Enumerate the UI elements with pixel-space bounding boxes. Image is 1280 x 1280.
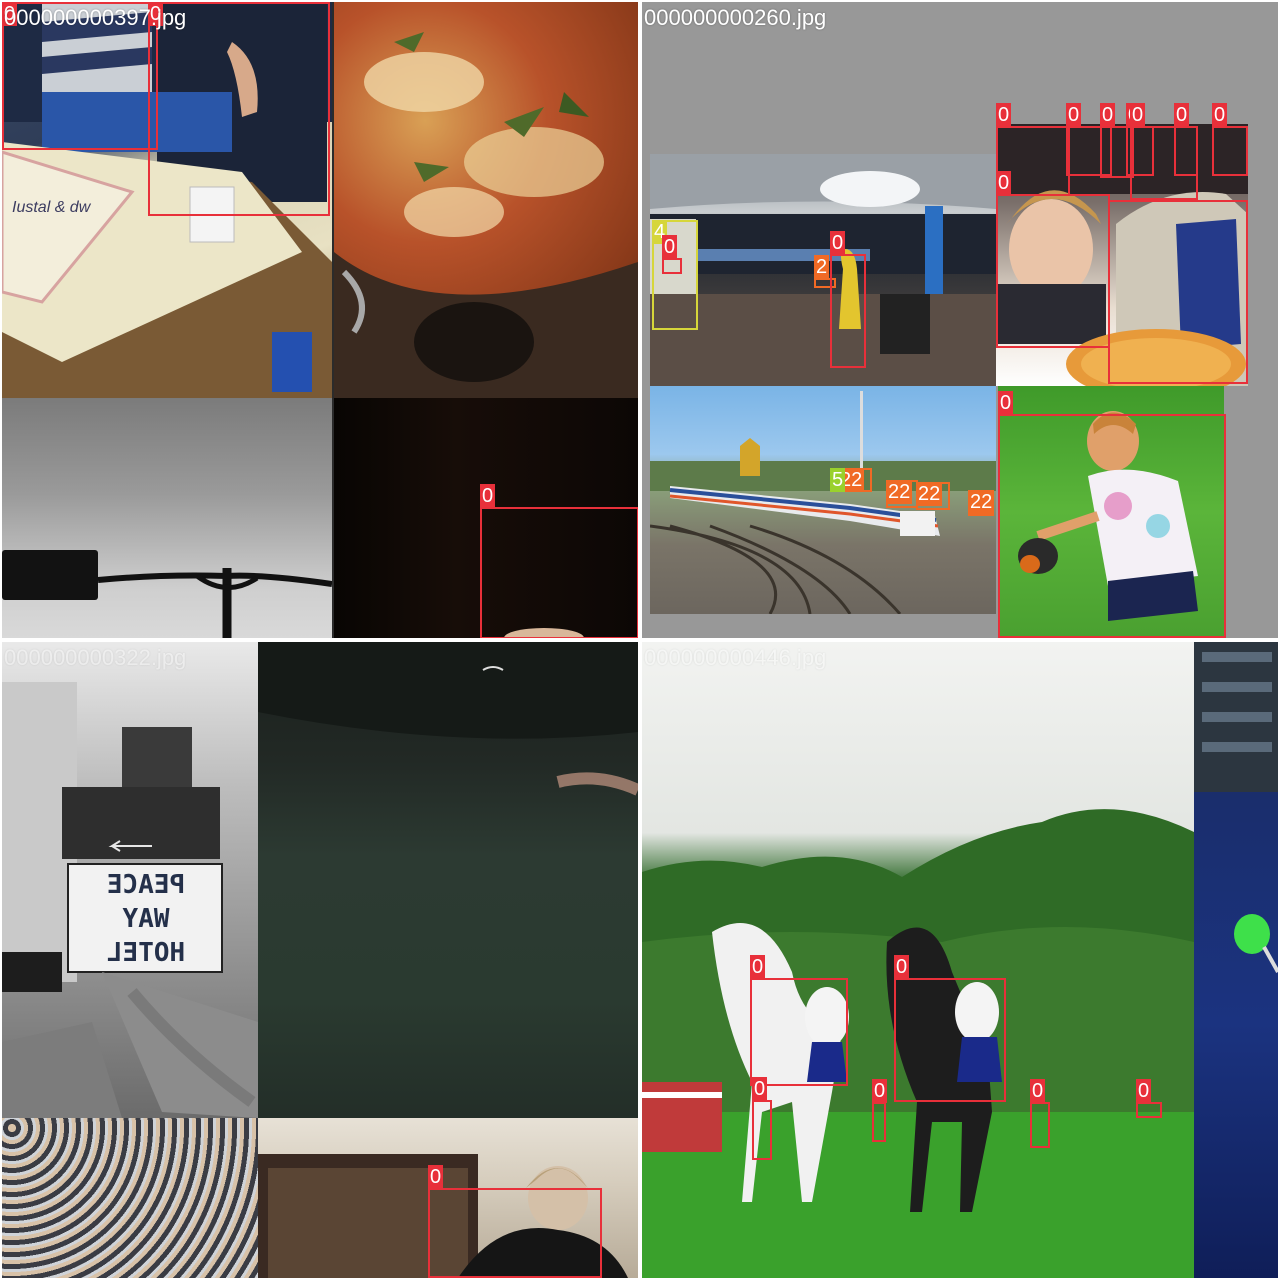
station-scene-drawing <box>650 154 996 386</box>
lawn-photo <box>258 642 638 1118</box>
station-photo <box>650 154 996 386</box>
class-label: 0 <box>750 955 766 979</box>
boy-field-photo <box>998 386 1224 638</box>
mosaic-quadrant-bottom-left: PEACE WAY HOTEL 0 <box>2 642 638 1278</box>
class-label: 0 <box>894 955 910 979</box>
pizza-toppings-drawing <box>334 32 638 398</box>
restaurant-scene-drawing <box>996 124 1248 386</box>
class-label: 5 <box>830 468 846 492</box>
class-label: 0 <box>752 1077 768 1101</box>
class-label: 0 <box>996 171 1012 195</box>
train-detection-box: 5 <box>830 468 846 492</box>
mosaic-quadrant-top-left: Iustal & dw <box>2 2 638 638</box>
horse-show-photo <box>642 642 1194 1278</box>
person-detection-box: 0 <box>998 391 1226 638</box>
hotel-sign-text: PEACE WAY HOTEL <box>72 868 220 970</box>
image-filename: 000000000260.jpg <box>644 5 827 30</box>
blue-room-photo <box>1194 642 1278 1278</box>
class-label: 22 <box>886 480 913 504</box>
image-filename: 000000000446.jpg <box>644 645 827 670</box>
person-detection-box: 0 <box>1066 103 1112 176</box>
cake-photo: Iustal & dw <box>2 2 332 398</box>
class-label: 0 <box>1212 103 1228 127</box>
class-label: 2 <box>814 255 830 279</box>
class-label: 0 <box>1130 103 1146 127</box>
person-detection-box: 0 <box>996 171 1110 348</box>
class-label: 0 <box>428 1165 444 1189</box>
mosaic-quadrant-top-right: 4 0 2 0 0 0 0 0 0 0 0 0 <box>642 2 1278 638</box>
car-detection-box: 22 <box>968 490 995 516</box>
person-detection-box: 0 <box>1212 103 1248 176</box>
image-filename: 000000000397.jpg <box>4 5 187 30</box>
car-detection-box: 22 <box>838 468 872 492</box>
class-label: 0 <box>2 2 18 26</box>
person-detection-box: 0 <box>2 2 158 150</box>
person-detection-box: 0 <box>894 955 1006 1102</box>
person-detection-box: 0 <box>148 2 330 216</box>
person-detection-box: 0 <box>1100 103 1134 178</box>
street-scene-drawing <box>2 682 258 1118</box>
person-detection-box: 0 <box>1136 1079 1162 1118</box>
person-detection-box: 0 <box>750 955 848 1086</box>
person-detection-box: 0 <box>830 231 866 368</box>
class-label: 22 <box>916 482 943 506</box>
dark-photo <box>334 398 638 638</box>
class-label: 0 <box>662 235 678 259</box>
hotel-sign-line: WAY <box>122 904 170 934</box>
dark-scene-drawing <box>504 628 584 638</box>
person-detection-box: 0 <box>752 1077 772 1160</box>
class-label: 0 <box>996 103 1012 127</box>
class-label: 0 <box>830 231 846 255</box>
car-detection-box: 22 <box>916 482 950 510</box>
person-detection-box: 0 <box>428 1165 602 1278</box>
crowd-photo <box>2 1118 258 1278</box>
person-detection-box <box>1108 200 1248 384</box>
car-detection-box: 22 <box>886 480 918 508</box>
boy-scene-drawing <box>1018 411 1198 621</box>
class-label: 0 <box>1174 103 1190 127</box>
class-label: 0 <box>1030 1079 1046 1103</box>
person-detection-box: 0 <box>662 235 682 274</box>
person-detection-box: 0 <box>872 1079 888 1142</box>
restaurant-photo <box>996 124 1248 386</box>
class-label: 0 <box>872 1079 888 1103</box>
lamp-silhouette-drawing <box>2 550 332 638</box>
person-detection-box: 0 <box>480 484 638 638</box>
svg-text:Iustal & dw: Iustal & dw <box>12 199 92 216</box>
horse-scene-drawing <box>642 809 1194 1278</box>
person-detection-box: 0 <box>1174 103 1198 176</box>
cake-scene-drawing: Iustal & dw <box>2 2 332 398</box>
hotel-sign-line: PEACE <box>106 870 186 900</box>
sky-photo <box>2 398 332 638</box>
lawn-scene-drawing <box>258 642 638 796</box>
person-detection-box: 0 <box>1030 1079 1050 1148</box>
class-label: 0 <box>1066 103 1082 127</box>
car-detection-box: 2 <box>814 255 836 288</box>
class-label: 0 <box>480 484 496 508</box>
class-label: 0 <box>148 2 164 26</box>
mosaic-quadrant-bottom-right: 0 0 0 0 0 0 000000000446.jpg <box>642 642 1278 1278</box>
class-label: 0 <box>998 391 1014 415</box>
class-label: 0 <box>1136 1079 1152 1103</box>
class-label: 0 <box>1100 103 1116 127</box>
hotel-sign-line: HOTEL <box>106 938 186 968</box>
image-filename: 000000000322.jpg <box>4 645 187 670</box>
pizza-photo <box>334 2 638 398</box>
class-label: 22 <box>968 490 995 514</box>
street-photo: PEACE WAY HOTEL <box>2 642 258 1118</box>
blue-room-drawing <box>1194 642 1278 973</box>
